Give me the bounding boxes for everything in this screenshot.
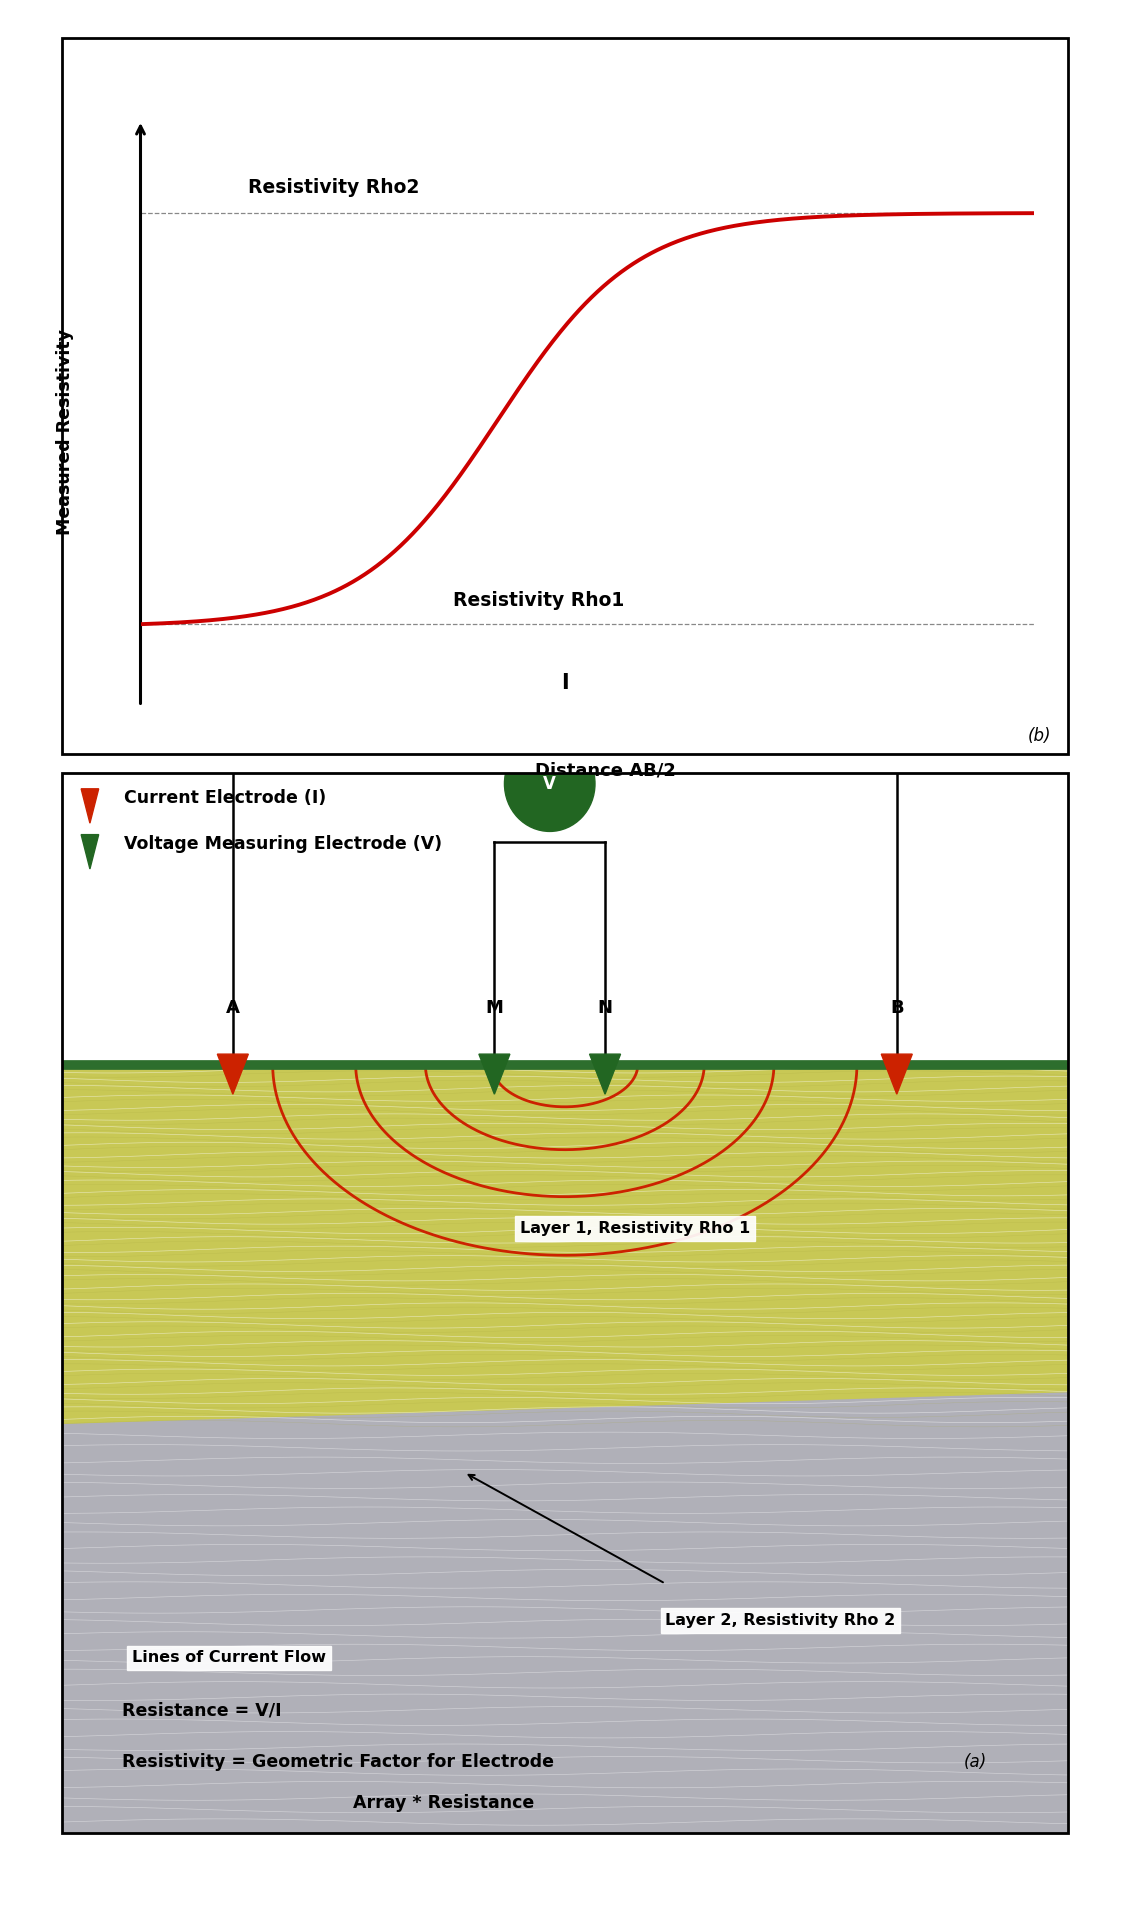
Polygon shape	[62, 1065, 1068, 1424]
Polygon shape	[590, 1054, 620, 1094]
Text: Layer 2, Resistivity Rho 2: Layer 2, Resistivity Rho 2	[665, 1613, 896, 1628]
Polygon shape	[881, 1054, 913, 1094]
Text: I: I	[561, 674, 569, 693]
Circle shape	[509, 624, 620, 741]
Text: Lines of Current Flow: Lines of Current Flow	[133, 1649, 326, 1665]
Text: Distance AB/2: Distance AB/2	[535, 762, 676, 779]
Circle shape	[505, 737, 595, 832]
Text: Resistance = V/I: Resistance = V/I	[123, 1701, 282, 1720]
Polygon shape	[479, 1054, 510, 1094]
Polygon shape	[62, 1394, 1068, 1833]
Text: M: M	[486, 998, 504, 1017]
Text: Current Electrode (I): Current Electrode (I)	[124, 788, 326, 808]
Text: Array * Resistance: Array * Resistance	[353, 1794, 535, 1812]
Text: Measured Resistivity: Measured Resistivity	[55, 330, 73, 535]
Text: V: V	[543, 775, 556, 792]
Text: A: A	[226, 998, 239, 1017]
Polygon shape	[217, 1054, 248, 1094]
Text: Layer 1, Resistivity Rho 1: Layer 1, Resistivity Rho 1	[520, 1222, 751, 1237]
Text: Resistivity Rho2: Resistivity Rho2	[247, 178, 419, 197]
Text: (a): (a)	[964, 1752, 987, 1772]
Text: B: B	[890, 998, 904, 1017]
Text: Resistivity = Geometric Factor for Electrode: Resistivity = Geometric Factor for Elect…	[123, 1752, 554, 1772]
Text: (b): (b)	[1027, 727, 1051, 745]
Text: Voltage Measuring Electrode (V): Voltage Measuring Electrode (V)	[124, 834, 442, 853]
Text: Resistivity Rho1: Resistivity Rho1	[453, 592, 625, 611]
Text: N: N	[598, 998, 613, 1017]
